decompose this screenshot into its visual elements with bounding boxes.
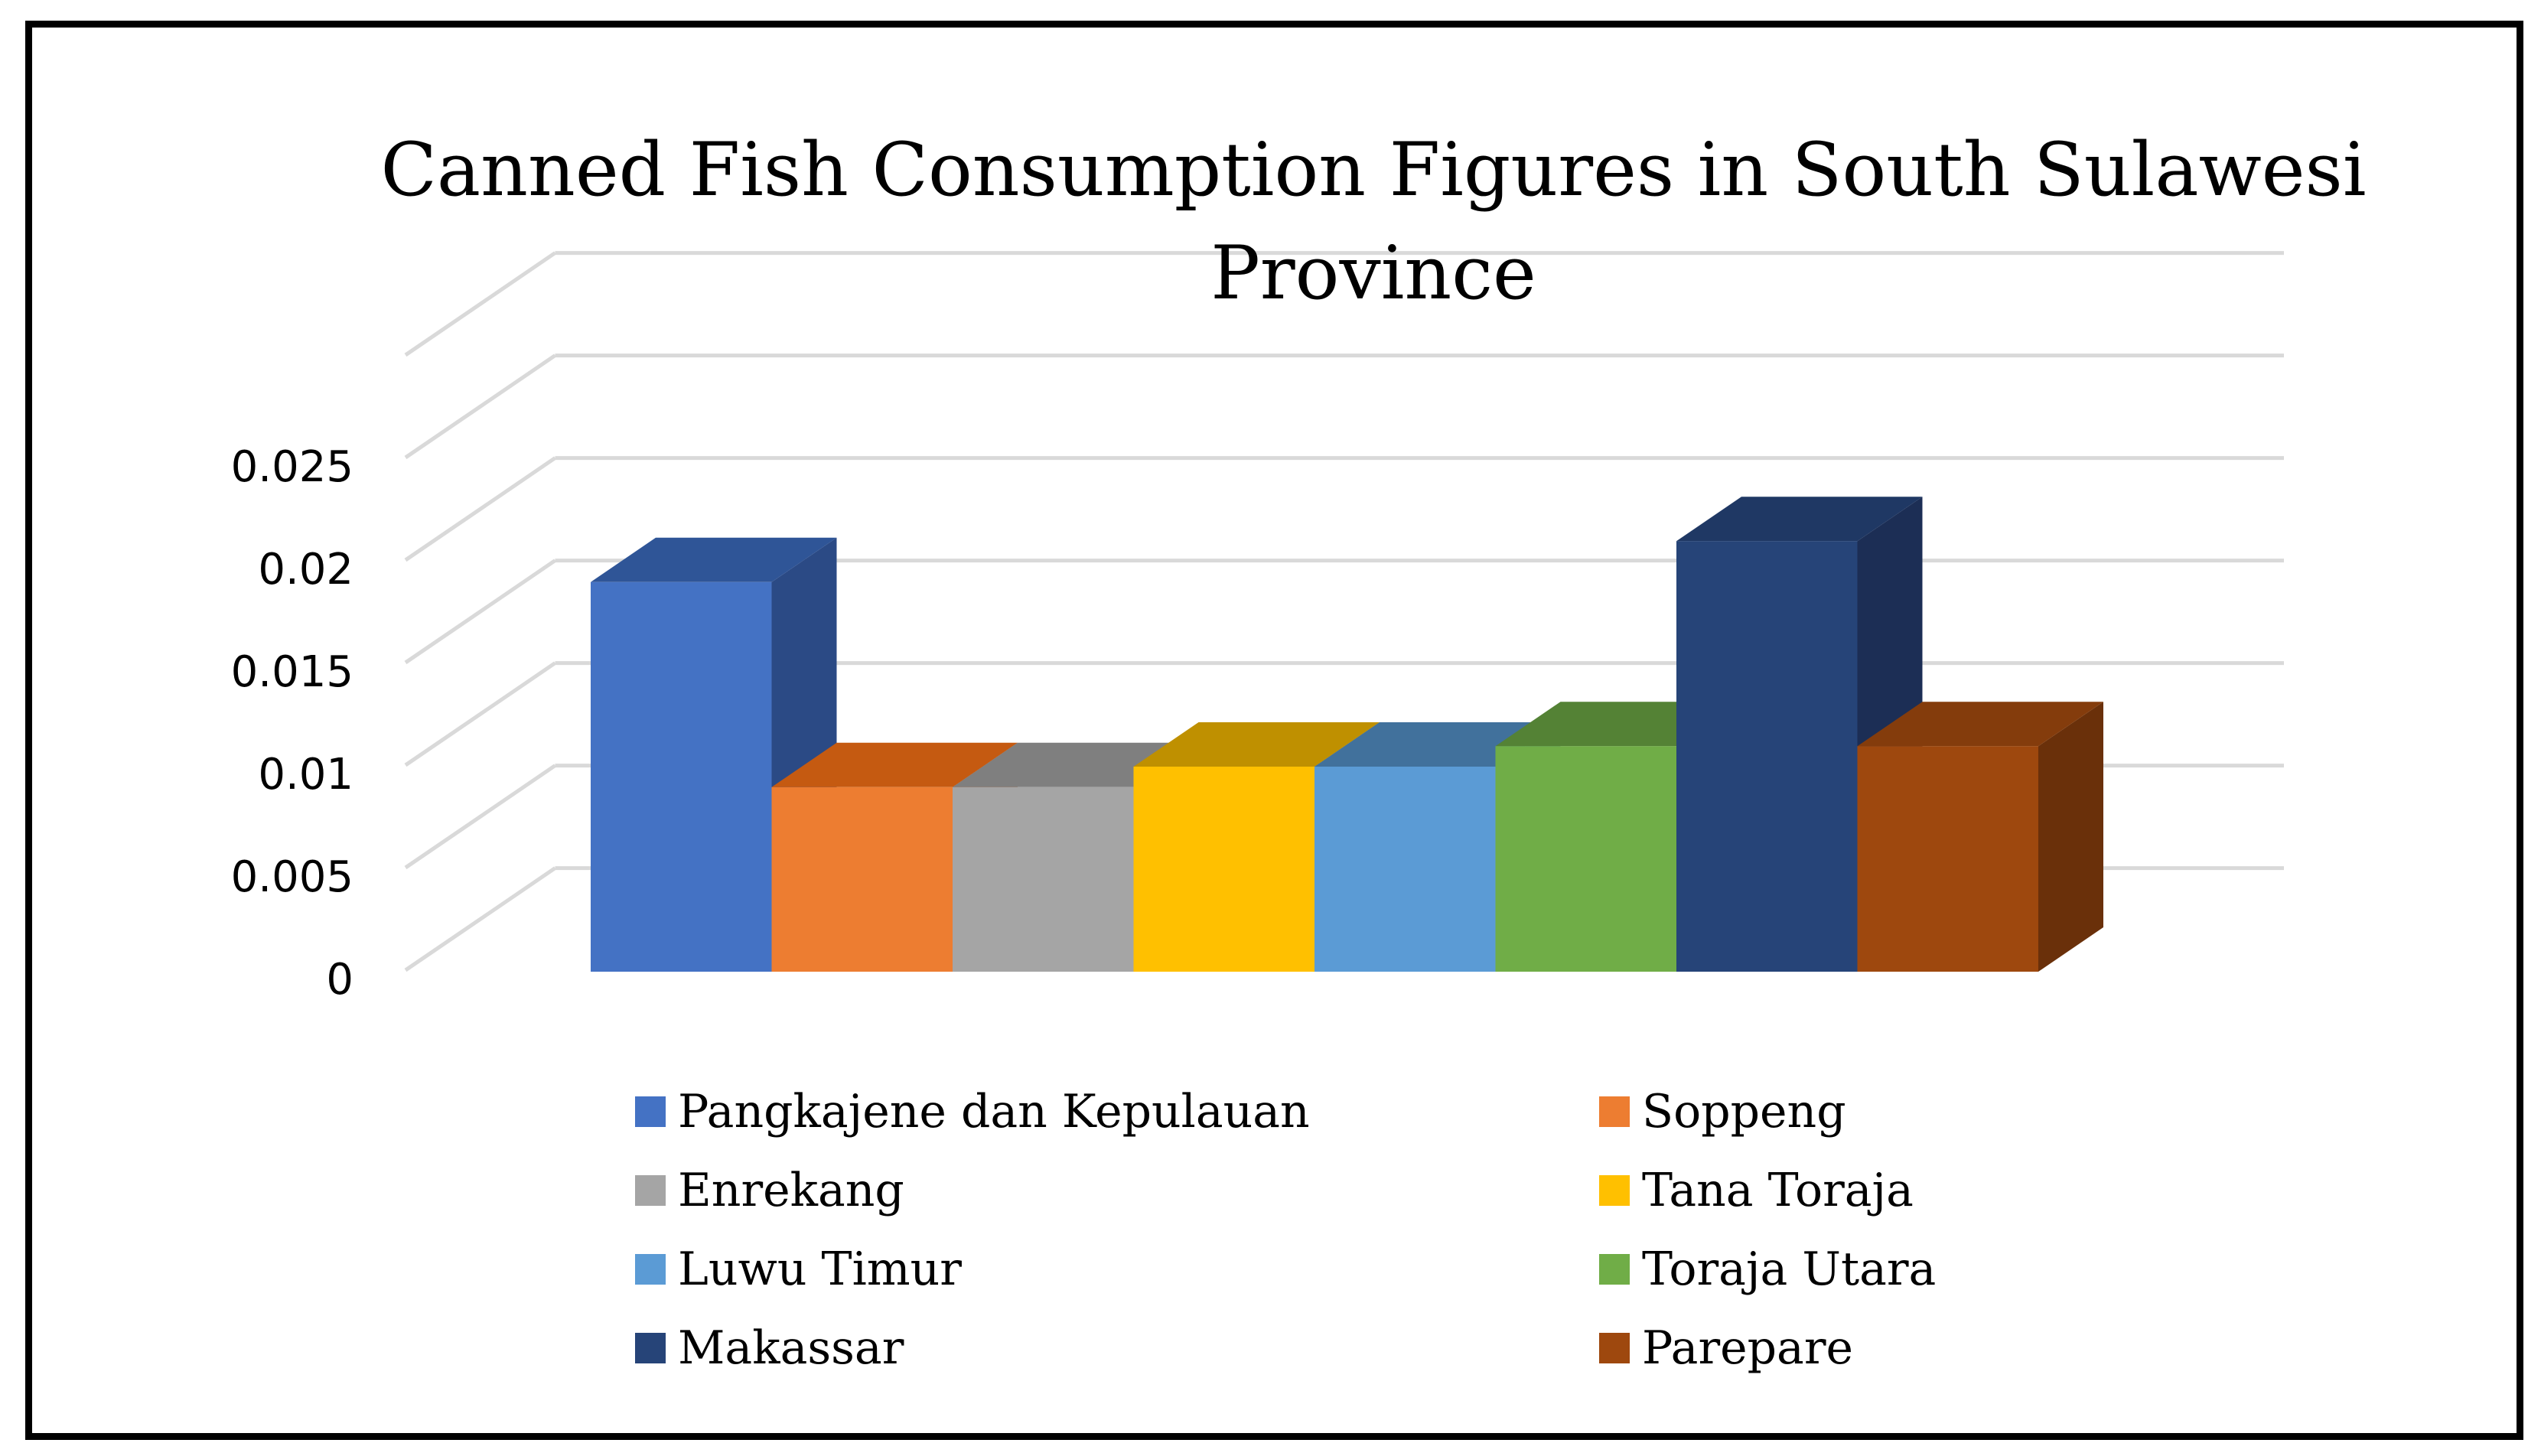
legend-item: Toraja Utara xyxy=(1599,1243,1936,1296)
gridline-diagonal xyxy=(404,456,556,562)
bar-front xyxy=(953,787,1134,972)
gridline-diagonal xyxy=(404,353,556,460)
bar-top xyxy=(771,742,1018,787)
legend-swatch xyxy=(635,1254,666,1285)
gridline-diagonal xyxy=(404,764,556,870)
legend-label: Makassar xyxy=(678,1321,904,1375)
legend-label: Soppeng xyxy=(1642,1085,1846,1138)
bar xyxy=(591,537,837,972)
legend-label: Enrekang xyxy=(678,1164,904,1217)
chart-title-line-2: Province xyxy=(1210,230,1536,316)
gridline-diagonal xyxy=(404,661,556,767)
legend-label: Tana Toraja xyxy=(1642,1164,1914,1217)
bar-front xyxy=(1495,746,1676,972)
bar-front xyxy=(1676,541,1858,972)
legend-swatch xyxy=(635,1096,666,1127)
legend-label: Toraja Utara xyxy=(1642,1243,1936,1296)
legend-item: Makassar xyxy=(635,1321,904,1375)
y-tick-label: 0.005 xyxy=(231,852,353,902)
legend-label: Parepare xyxy=(1642,1321,1853,1375)
bar-top xyxy=(1676,497,1923,542)
legend-swatch xyxy=(1599,1096,1630,1127)
bar-front xyxy=(1857,746,2038,972)
legend-item: Soppeng xyxy=(1599,1085,1846,1138)
y-tick-label: 0.01 xyxy=(258,750,353,800)
legend-swatch xyxy=(635,1333,666,1363)
y-axis-ticks: 0 0.005 0.01 0.015 0.02 0.025 xyxy=(231,442,353,1005)
y-tick-label: 0.02 xyxy=(258,545,353,594)
legend-label: Luwu Timur xyxy=(678,1243,962,1296)
bar-top xyxy=(591,537,837,582)
bar-front xyxy=(1314,767,1496,972)
legend-item: Tana Toraja xyxy=(1599,1164,1914,1217)
gridline-diagonal xyxy=(404,866,556,972)
legend-swatch xyxy=(1599,1254,1630,1285)
y-tick-label: 0.015 xyxy=(231,647,353,697)
gridline-diagonal xyxy=(404,251,556,357)
bar-side xyxy=(2038,702,2103,972)
legend-swatch xyxy=(1599,1175,1630,1206)
legend-label: Pangkajene dan Kepulauan xyxy=(678,1085,1310,1138)
legend-item: Enrekang xyxy=(635,1164,904,1217)
legend-swatch xyxy=(1599,1333,1630,1363)
bars xyxy=(591,497,2103,972)
bar-top xyxy=(1857,702,2103,747)
chart-title-line-1: Canned Fish Consumption Figures in South… xyxy=(380,127,2366,213)
legend-item: Parepare xyxy=(1599,1321,1853,1375)
bar-front xyxy=(591,581,772,972)
legend-item: Pangkajene dan Kepulauan xyxy=(635,1085,1310,1138)
bar-top xyxy=(1133,722,1380,767)
gridline-diagonal xyxy=(404,559,556,665)
legend: Pangkajene dan Kepulauan Soppeng Enrekang T… xyxy=(635,1085,1936,1375)
bar-front xyxy=(771,787,953,972)
y-tick-label: 0 xyxy=(326,955,353,1005)
y-tick-label: 0.025 xyxy=(231,442,353,492)
bar-front xyxy=(1133,767,1314,972)
bar xyxy=(1857,702,2103,972)
legend-swatch xyxy=(635,1175,666,1206)
legend-item: Luwu Timur xyxy=(635,1243,962,1296)
